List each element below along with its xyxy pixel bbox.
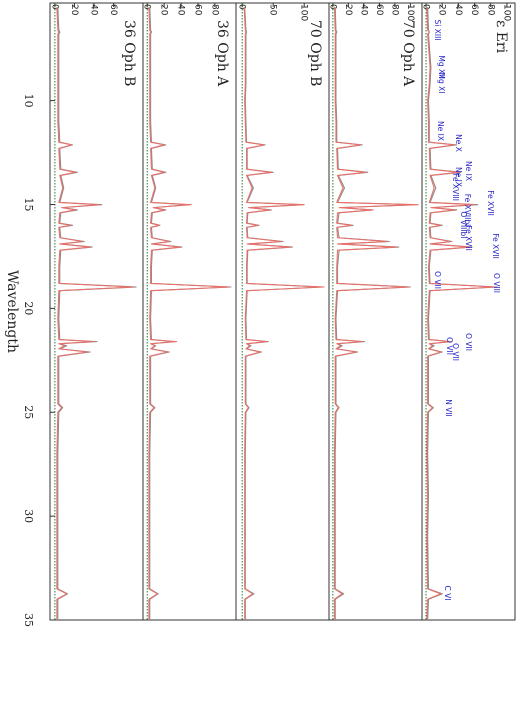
line-label: Ne IX xyxy=(436,121,445,141)
line-label: O VII xyxy=(464,333,473,351)
y-tick-label: 60 xyxy=(374,4,384,16)
panel-frame xyxy=(49,2,144,621)
panel-frame xyxy=(421,2,516,621)
y-tick-label: 60 xyxy=(108,4,118,16)
y-tick-label: 40 xyxy=(176,4,186,16)
panel-title: 36 Oph B xyxy=(121,20,137,86)
line-label: Si XIII xyxy=(433,19,442,40)
panel-title: 70 Oph A xyxy=(400,20,416,87)
line-label: Fe XVII xyxy=(491,233,500,259)
line-label: N VII xyxy=(444,399,453,417)
y-tick-label: 60 xyxy=(469,4,479,16)
y-tick-label: 20 xyxy=(343,4,353,16)
line-label: Ne X xyxy=(454,134,463,152)
line-label: Mg XI xyxy=(437,73,446,94)
y-tick-label: 100 xyxy=(501,4,511,21)
spectrum-line xyxy=(426,7,496,621)
panel-title: 36 Oph A xyxy=(214,20,230,87)
y-tick-label: 60 xyxy=(192,4,202,16)
line-label: Ne IX xyxy=(454,167,463,187)
y-tick-label: 20 xyxy=(437,4,447,16)
line-label: Fe XVIII xyxy=(451,173,460,201)
x-axis-title: Wavelength xyxy=(4,270,20,353)
y-tick-label: 40 xyxy=(89,4,99,16)
y-tick-label: 80 xyxy=(389,4,399,16)
y-tick-label: 20 xyxy=(159,4,169,16)
y-tick-label: 80 xyxy=(485,4,495,16)
panel-title: 70 Oph B xyxy=(307,20,323,86)
line-label: C VI xyxy=(443,586,452,601)
x-tick-label: 30 xyxy=(22,509,35,523)
y-tick-label: 100 xyxy=(299,4,309,21)
x-tick-label: 15 xyxy=(22,198,35,212)
line-label: O VII xyxy=(445,337,454,355)
x-tick-label: 35 xyxy=(22,613,35,627)
panel-frame xyxy=(328,2,423,621)
spectrum-line xyxy=(334,7,415,620)
panel-title: ε Eri xyxy=(493,20,509,54)
y-tick-label: 50 xyxy=(268,4,278,16)
spectrum-line xyxy=(243,7,325,620)
line-label: Ne IX xyxy=(464,161,473,181)
x-tick-label: 25 xyxy=(22,405,35,419)
y-tick-label: 40 xyxy=(358,4,368,16)
spectrum-line xyxy=(244,7,323,620)
spectrum-line xyxy=(57,7,137,620)
panel-frame xyxy=(235,2,330,621)
y-tick-label: 40 xyxy=(453,4,463,16)
line-label: O VII xyxy=(451,343,460,361)
spectrum-line xyxy=(56,7,134,620)
line-label: O VII xyxy=(433,271,442,289)
x-tick-label: 10 xyxy=(22,94,35,108)
line-label: Fe XVII xyxy=(464,225,473,251)
spectrum-line xyxy=(333,7,419,620)
panel-frame xyxy=(142,2,237,621)
x-tick-label: 20 xyxy=(22,301,35,315)
y-tick-label: 80 xyxy=(209,4,219,16)
spectrum-line xyxy=(149,7,232,620)
line-label: Fe XVIIbl xyxy=(463,194,472,226)
line-label: Fe XVII xyxy=(486,190,495,216)
line-label: O VIIIbl xyxy=(459,212,468,239)
y-tick-label: 100 xyxy=(405,4,415,21)
y-tick-label: 20 xyxy=(69,4,79,16)
line-label: O VIII xyxy=(492,273,501,293)
line-label: Mg XII xyxy=(437,55,446,78)
spectrum-line xyxy=(148,7,230,620)
spectrum-line xyxy=(427,7,498,621)
